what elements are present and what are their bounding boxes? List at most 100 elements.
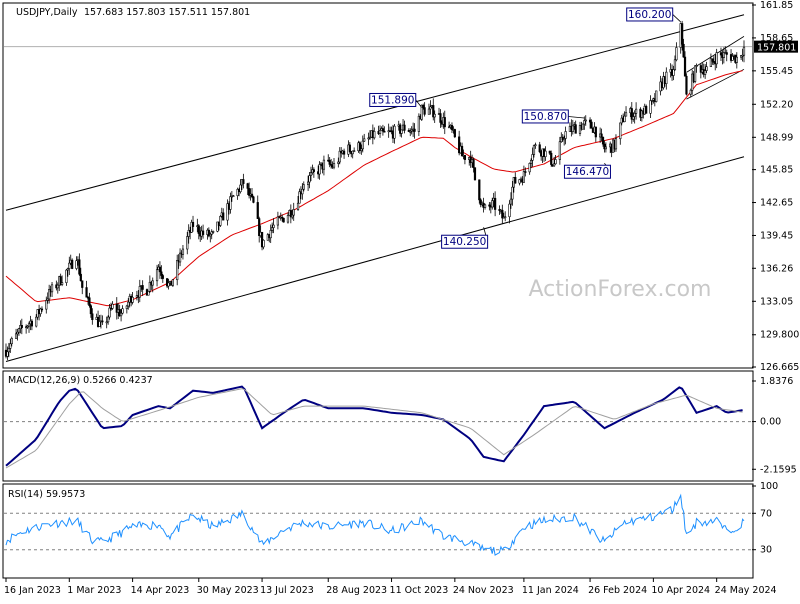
candle-body: [178, 252, 182, 263]
candle-body: [673, 59, 677, 70]
annotation-label: 146.470: [566, 166, 609, 178]
candle-body: [39, 308, 42, 315]
candle-body: [167, 282, 170, 287]
candle-body: [683, 56, 687, 77]
candle-body: [704, 70, 707, 75]
candle-body: [176, 260, 179, 281]
price-y-tick-label: 161.85: [760, 0, 793, 11]
candle-body: [691, 73, 694, 91]
candle-body: [155, 269, 159, 282]
candle-body: [410, 129, 413, 132]
x-tick-label: 16 Jan 2023: [4, 585, 61, 596]
candle-body: [56, 284, 59, 289]
x-tick-label: 24 Nov 2023: [453, 585, 514, 596]
candle-body: [393, 125, 396, 139]
candle-body: [337, 161, 340, 164]
candle-body: [105, 321, 108, 324]
chart-symbol: USDJPY,Daily: [16, 7, 78, 18]
annotation-label: 140.250: [443, 236, 486, 248]
candle-body: [689, 89, 692, 95]
candle-body: [675, 47, 678, 61]
candle-body: [91, 313, 94, 320]
chart-ohlc: 157.683 157.803 157.511 157.801: [84, 7, 250, 18]
candle-body: [115, 303, 118, 313]
candle-body: [373, 131, 376, 139]
candle-body: [71, 259, 74, 269]
candle-body: [711, 58, 714, 62]
annotation-connector: [672, 14, 681, 23]
candle-body: [403, 124, 406, 131]
candle-body: [246, 183, 249, 189]
candle-body: [725, 52, 728, 55]
inner-channel-lower-line: [686, 68, 745, 100]
rsi-y-tick-label: 70: [760, 508, 772, 519]
price-y-tick-label: 139.45: [760, 230, 793, 241]
annotation-box: [626, 7, 674, 22]
candle-body: [302, 184, 305, 190]
candle-body: [633, 113, 636, 117]
price-y-tick-label: 136.26: [760, 263, 793, 274]
watermark: ActionForex.com: [529, 277, 712, 302]
price-y-tick-label: 155.45: [760, 66, 793, 77]
x-tick-label: 11 Jan 2024: [522, 585, 579, 596]
candle-body: [705, 66, 708, 71]
candle-body: [399, 124, 402, 134]
candle-body: [276, 216, 279, 226]
channel-layer: [5, 14, 745, 362]
candle-body: [209, 233, 212, 237]
candle-body: [66, 268, 69, 271]
candle-body: [78, 259, 81, 275]
candle-body: [491, 200, 494, 208]
candle-body: [148, 281, 151, 292]
candle-body: [291, 214, 294, 218]
candle-body: [48, 289, 51, 300]
candle-body: [30, 320, 33, 327]
candle-body: [27, 323, 31, 327]
candle-body: [400, 129, 403, 134]
candle-body: [511, 186, 514, 200]
candle-body: [583, 120, 586, 125]
candle-body: [360, 148, 363, 151]
candle-body: [250, 193, 254, 198]
candle-body: [338, 150, 341, 163]
candle-body: [735, 56, 738, 63]
candle-body: [226, 203, 229, 221]
candle-body: [603, 143, 606, 150]
channel-upper-line: [5, 14, 745, 211]
candle-body: [201, 230, 205, 235]
candle-body: [212, 231, 215, 233]
price-y-tick-label: 129.800: [760, 330, 799, 341]
candle-body: [107, 316, 110, 323]
candle-body: [286, 214, 290, 223]
candle-body: [574, 124, 577, 134]
candle-body: [281, 216, 284, 219]
candle-body: [553, 163, 556, 167]
candle-body: [571, 125, 574, 132]
candle-body: [439, 113, 442, 123]
candle-body: [61, 282, 64, 285]
candle-body: [232, 195, 235, 197]
candle-body: [282, 217, 285, 223]
candle-body: [528, 163, 531, 173]
rsi-line: [5, 493, 745, 556]
candle-body: [538, 144, 541, 153]
candle-body: [353, 150, 356, 153]
candle-body: [309, 172, 313, 176]
candle-body: [190, 221, 193, 233]
candle-body: [529, 160, 533, 164]
x-tick-label: 14 Apr 2023: [131, 585, 190, 596]
candle-body: [17, 328, 21, 333]
candle-body: [181, 248, 185, 255]
candle-body: [363, 138, 366, 142]
candle-body: [121, 308, 124, 314]
candle-body: [383, 130, 386, 133]
x-tick-label: 13 Jul 2023: [260, 585, 314, 596]
candle-body: [236, 189, 239, 196]
candle-body: [271, 227, 274, 231]
candle-body: [342, 150, 346, 155]
candle-body: [649, 100, 652, 114]
candle-body: [358, 142, 361, 151]
candle-body: [458, 136, 461, 154]
candle-body: [81, 280, 84, 288]
candle-body: [20, 325, 23, 328]
